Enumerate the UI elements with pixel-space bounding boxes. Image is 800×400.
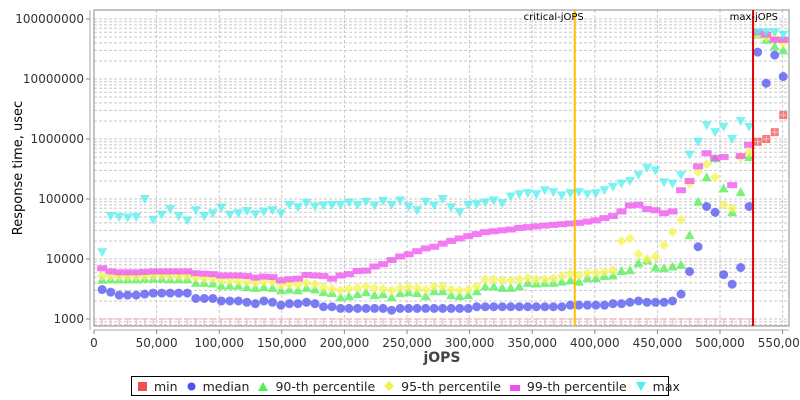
x-tick-label: 550,000 <box>758 336 800 350</box>
legend-label: min <box>154 378 178 394</box>
triangle-down-icon <box>635 379 646 394</box>
legend: min median 90-th percentile 95-th percen… <box>131 376 680 396</box>
x-tick-label: 400,000 <box>570 336 620 350</box>
x-tick-label: 450,000 <box>633 336 683 350</box>
legend-item-95th: 95-th percentile <box>384 379 501 394</box>
y-axis: 1000 10000 100000 1000000 10000000 100000000 <box>15 10 91 330</box>
x-axis-title: jOPS <box>422 350 460 366</box>
x-tick-label: 350,000 <box>507 336 557 350</box>
y-tick-label: 10000000 <box>23 72 84 86</box>
y-tick-label: 10000 <box>46 252 84 266</box>
series-max <box>97 28 789 258</box>
x-tick-label: 100,000 <box>194 336 244 350</box>
x-tick-label: 0 <box>90 336 98 350</box>
legend-item-min: min <box>138 379 178 394</box>
legend-label: 99-th percentile <box>526 378 627 394</box>
max-jops-label: max-jOPS <box>730 12 778 23</box>
y-tick-label: 100000000 <box>15 12 84 26</box>
x-tick-label: 500,000 <box>695 336 745 350</box>
x-tick-label: 200,000 <box>320 336 370 350</box>
legend-item-median: median <box>187 378 250 394</box>
legend-label: median <box>202 378 250 394</box>
legend-item-max: max <box>635 378 680 394</box>
y-tick-label: 100000 <box>38 192 84 206</box>
y-tick-label: 1000 <box>53 312 84 326</box>
data-points <box>97 28 789 326</box>
legend-label: 95-th percentile <box>401 378 501 394</box>
circle-icon <box>187 379 196 394</box>
series-90-th-percentile <box>97 29 789 302</box>
dash-icon <box>509 379 520 394</box>
plot-area <box>93 9 790 327</box>
legend-item-99th: 99-th percentile <box>509 378 627 394</box>
triangle-up-icon <box>258 379 269 394</box>
x-axis: 0 50,000 100,000 150,000 200,000 250,000 300,0… <box>90 329 800 350</box>
diamond-icon <box>384 379 395 394</box>
legend-item-90th: 90-th percentile <box>258 379 375 394</box>
legend-label: max <box>652 378 680 394</box>
x-tick-label: 300,000 <box>445 336 495 350</box>
legend-label: 90-th percentile <box>275 378 376 394</box>
square-icon <box>138 379 147 394</box>
annotation-lines: critical-jOPS max-jOPS <box>524 10 778 326</box>
x-tick-label: 50,000 <box>136 336 178 350</box>
x-tick-label: 150,000 <box>257 336 307 350</box>
series-99-th-percentile <box>97 29 789 284</box>
y-axis-title: Response time, usec <box>11 101 26 235</box>
series-median <box>97 47 788 315</box>
y-tick-label: 1000000 <box>31 132 84 146</box>
x-tick-label: 250,000 <box>382 336 432 350</box>
critical-jops-label: critical-jOPS <box>524 12 584 23</box>
series-min <box>99 111 788 326</box>
